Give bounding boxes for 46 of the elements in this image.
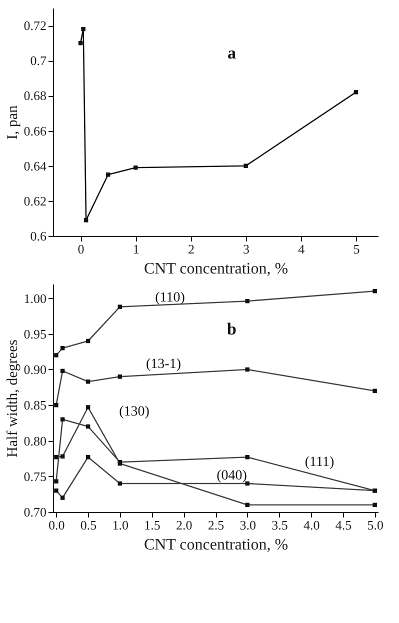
point <box>354 90 358 94</box>
y-tick-label: 0.7 <box>30 53 47 68</box>
x-tick-label: 3.0 <box>240 518 256 532</box>
annotation: (110) <box>155 290 186 306</box>
x-tick-label: 3.5 <box>272 518 288 532</box>
y-tick-label: 0.85 <box>24 398 46 413</box>
x-tick-label: 5.0 <box>367 518 384 532</box>
annotation: (111) <box>304 454 334 470</box>
x-tick-label: 1.5 <box>144 518 160 532</box>
y-tick-label: 0.90 <box>24 362 46 377</box>
y-axis-title: Half width, degrees <box>4 339 21 458</box>
y-tick-label: 0.80 <box>24 433 46 448</box>
annotation: (130) <box>119 404 150 420</box>
y-tick-label: 0.6 <box>30 228 47 244</box>
point <box>84 218 88 222</box>
annotation: (13-1) <box>146 356 182 372</box>
y-tick-label: 0.62 <box>24 193 46 208</box>
x-tick-label: 1 <box>132 242 140 256</box>
x-tick-label: 2.0 <box>176 518 192 532</box>
y-tick-label: 0.66 <box>24 123 47 138</box>
y-tick-label: 0.72 <box>24 18 46 34</box>
x-tick-label: 2 <box>188 242 194 256</box>
x-tick-label: 4.5 <box>335 518 352 532</box>
annotation: b <box>227 320 236 339</box>
y-tick-label: 1.00 <box>24 290 46 306</box>
x-tick-label: 1.0 <box>112 518 129 532</box>
y-axis-title: I, pan <box>4 104 21 140</box>
x-tick-label: 0 <box>78 242 84 256</box>
y-tick-label: 0.75 <box>24 468 46 484</box>
x-tick-label: 2.5 <box>208 518 224 532</box>
x-tick-label: 0.5 <box>80 518 97 532</box>
x-tick-label: 4 <box>298 242 306 256</box>
x-axis-title: CNT concentration, % <box>144 536 288 554</box>
x-axis-title: CNT concentration, % <box>144 260 288 278</box>
point <box>244 164 248 168</box>
x-tick-label: 0.0 <box>48 518 65 532</box>
point <box>81 26 86 32</box>
annotation: (040) <box>216 468 248 484</box>
y-tick-label: 0.64 <box>24 158 47 174</box>
y-tick-label: 0.95 <box>24 326 46 342</box>
y-tick-label: 0.70 <box>24 504 46 520</box>
x-tick-label: 3 <box>243 242 250 256</box>
annotation: a <box>228 44 236 63</box>
y-tick-label: 0.68 <box>24 88 46 104</box>
x-tick-label: 5 <box>353 242 360 256</box>
x-tick-label: 4.0 <box>303 518 320 532</box>
